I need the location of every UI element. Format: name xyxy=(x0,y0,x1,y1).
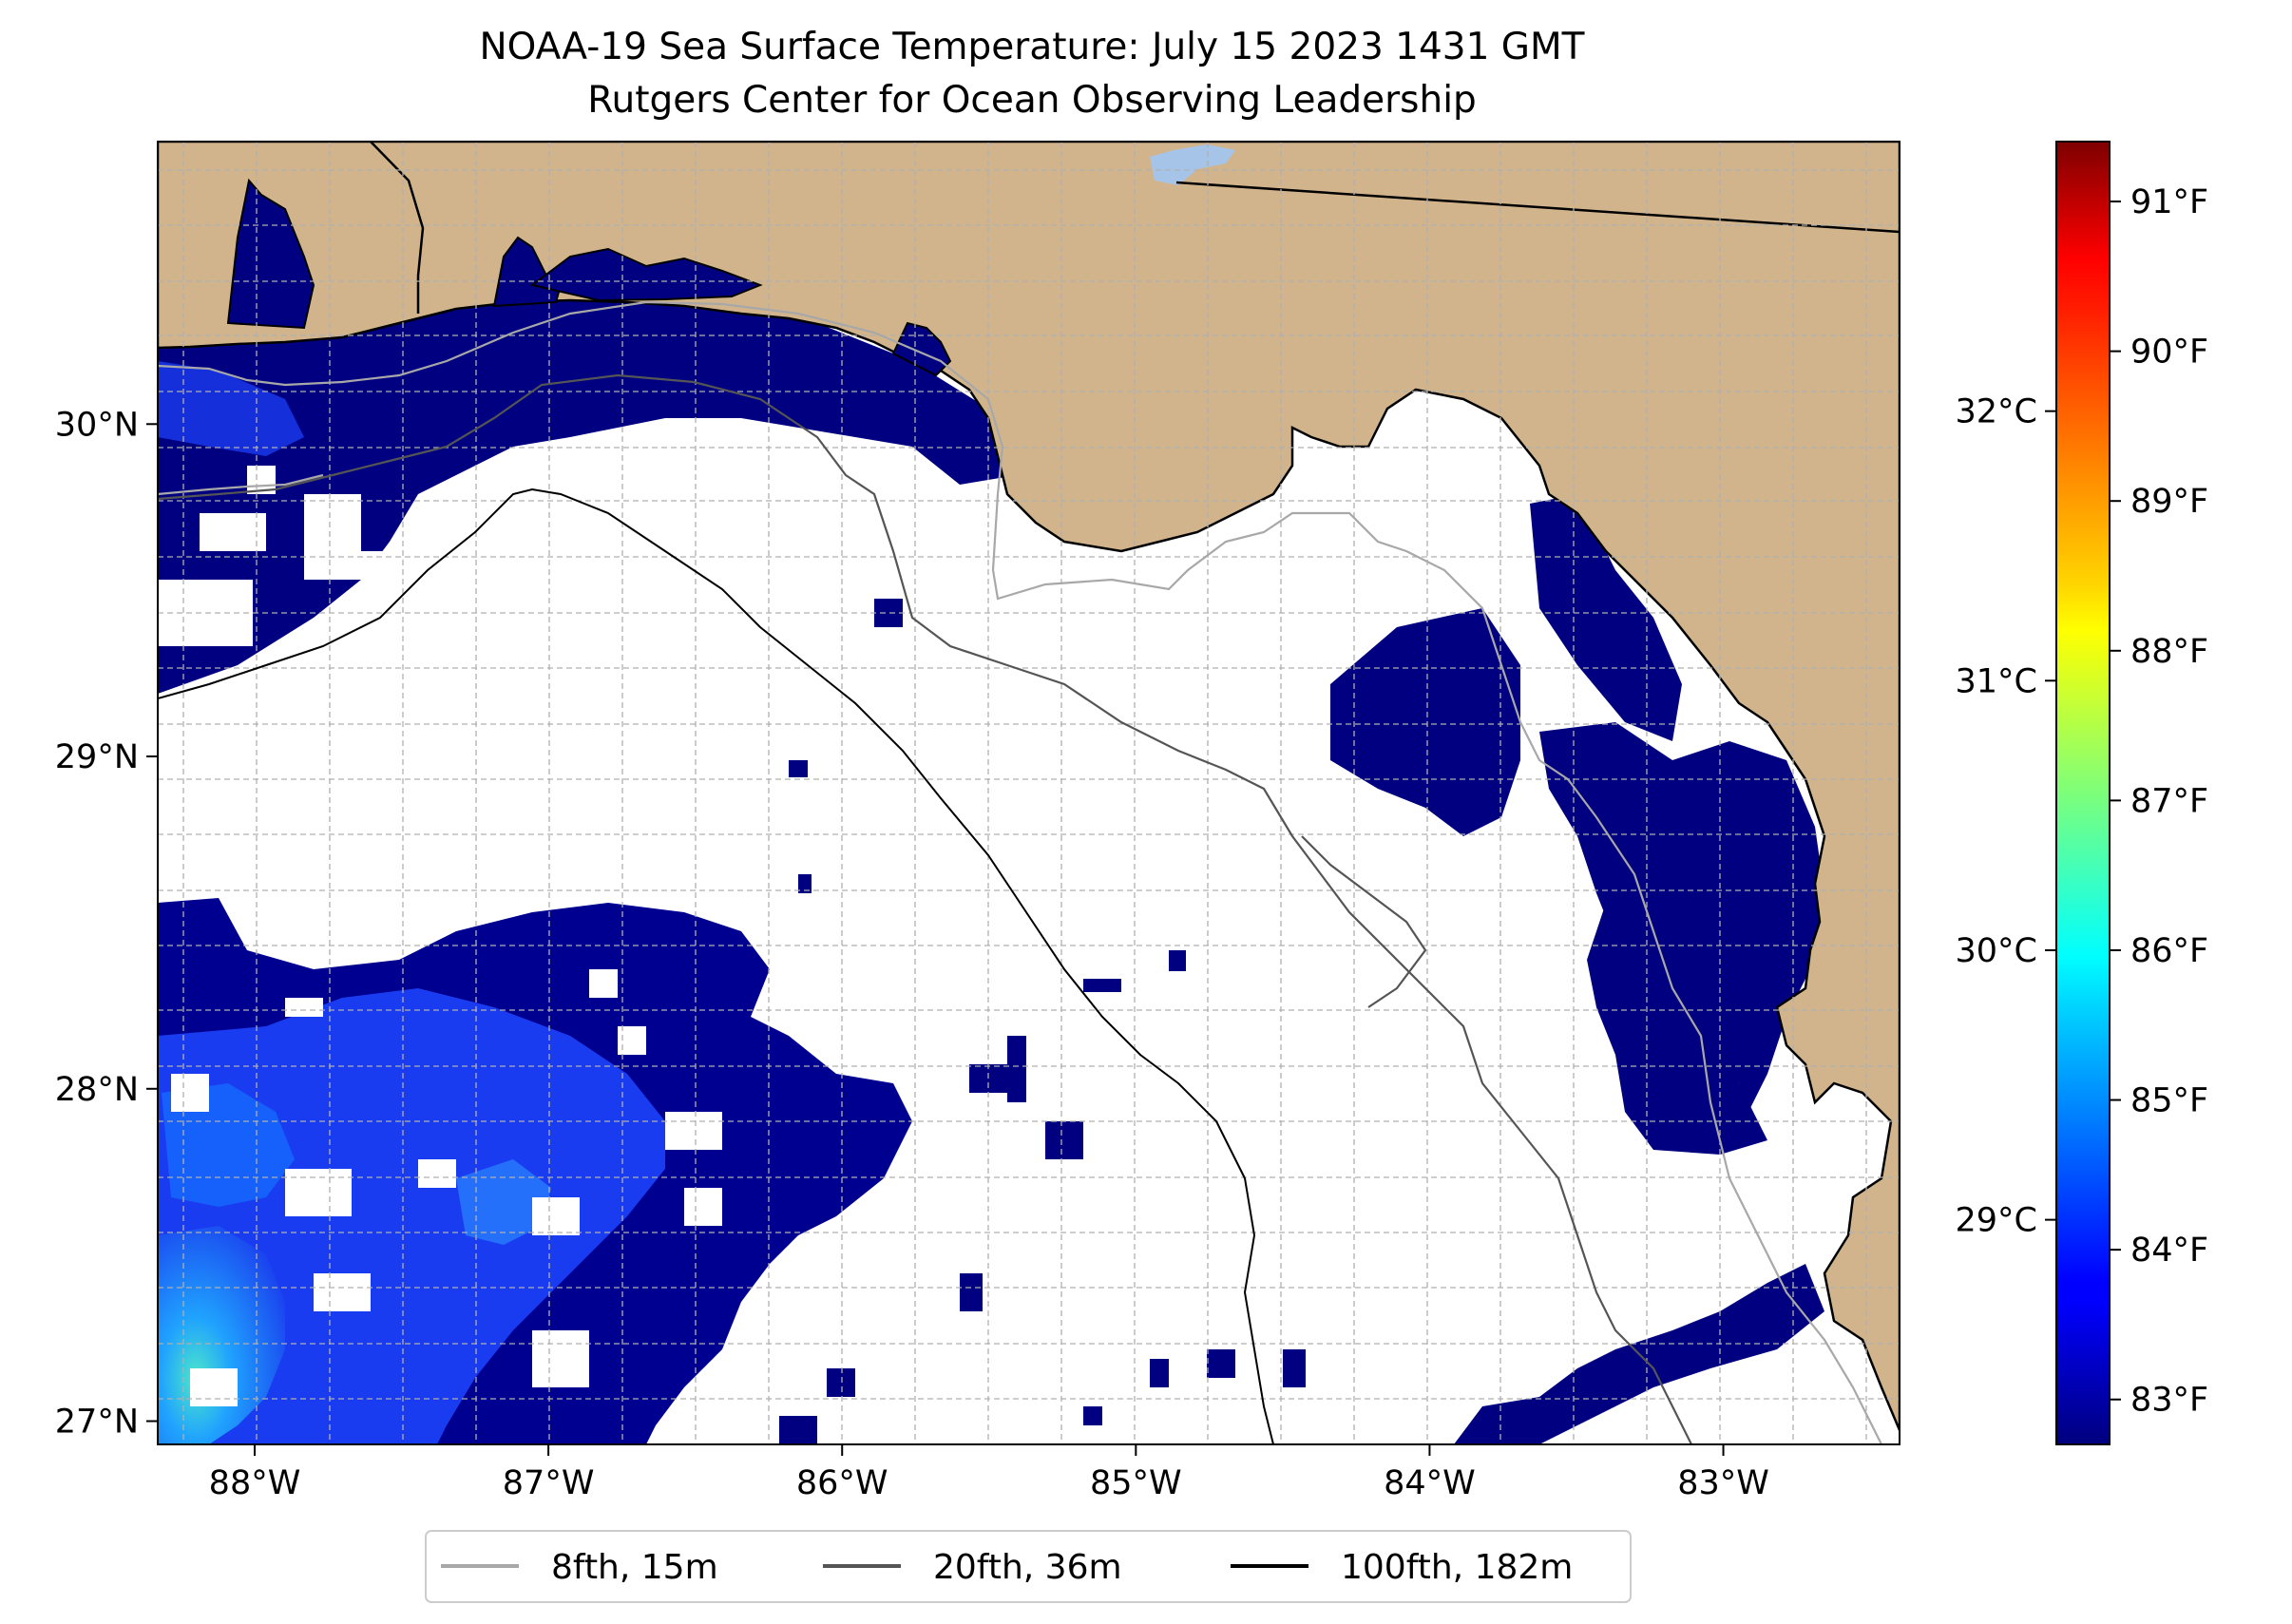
colorbar-c-tick-label: 30°C xyxy=(1956,932,2037,970)
bays xyxy=(226,178,952,377)
colorbar-f-tick-label: 91°F xyxy=(2130,183,2208,221)
colorbar-c-tick-label: 32°C xyxy=(1956,393,2037,431)
colorbar-f-tick-label: 83°F xyxy=(2130,1382,2208,1420)
lat-tick-label: 29°N xyxy=(55,738,139,776)
lon-tick-label: 85°W xyxy=(1090,1464,1182,1502)
colorbar-axis: 83°F 84°F 85°F 86°F 87°F 88°F 89°F 90°F 91°F 29°C… xyxy=(1956,183,2209,1420)
title-line-1: NOAA-19 Sea Surface Temperature: July 15… xyxy=(479,26,1584,68)
legend-label-8fth: 8fth, 15m xyxy=(551,1548,718,1587)
title-line-2: Rutgers Center for Ocean Observing Leade… xyxy=(587,79,1477,122)
lon-tick-label: 83°W xyxy=(1677,1464,1769,1502)
colorbar-f-tick-label: 84°F xyxy=(2130,1232,2208,1270)
isobath-100fth xyxy=(158,487,1274,1444)
lake xyxy=(1150,144,1235,185)
map-frame xyxy=(157,141,1900,1445)
colorbar-f-tick-label: 85°F xyxy=(2130,1082,2208,1120)
colorbar-c-tick-label: 31°C xyxy=(1956,662,2037,700)
colorbar-f-tick-label: 88°F xyxy=(2130,633,2208,671)
colorbar: 83°F 84°F 85°F 86°F 87°F 88°F 89°F 90°F 91°F 29°C… xyxy=(1956,141,2209,1445)
lat-tick-label: 28°N xyxy=(55,1071,139,1109)
colorbar-f-tick-label: 89°F xyxy=(2130,483,2208,521)
state-border-west xyxy=(370,142,425,314)
lat-tick-label: 30°N xyxy=(55,406,139,444)
isobath-20fth xyxy=(158,373,1692,1444)
colorbar-f-tick-label: 86°F xyxy=(2130,932,2208,970)
map-panel xyxy=(158,142,1900,1444)
colorbar-f-tick-label: 90°F xyxy=(2130,334,2208,372)
map-axis: 88°W 87°W 86°W 85°W 84°W 83°W 27°N 28°N 29°N 30°N xyxy=(55,406,1769,1502)
state-border xyxy=(1175,181,1900,234)
colorbar-gradient xyxy=(2055,141,2111,1445)
colorbar-c-tick-label: 29°C xyxy=(1956,1202,2037,1240)
lon-tick-label: 84°W xyxy=(1384,1464,1476,1502)
legend-label-20fth: 20fth, 36m xyxy=(933,1548,1122,1587)
legend-box xyxy=(425,1530,1632,1603)
lon-tick-label: 88°W xyxy=(209,1464,301,1502)
legend-label-100fth: 100fth, 182m xyxy=(1341,1548,1573,1587)
lat-tick-label: 27°N xyxy=(55,1404,139,1442)
lon-tick-label: 87°W xyxy=(503,1464,595,1502)
lon-tick-label: 86°W xyxy=(796,1464,888,1502)
land xyxy=(158,142,1900,1431)
isobath-8fth xyxy=(158,300,1882,1444)
isobath-legend: 8fth, 15m 20fth, 36m 100fth, 182m xyxy=(425,1530,1632,1603)
gridlines xyxy=(158,142,1900,1444)
colorbar-f-tick-label: 87°F xyxy=(2130,782,2208,820)
